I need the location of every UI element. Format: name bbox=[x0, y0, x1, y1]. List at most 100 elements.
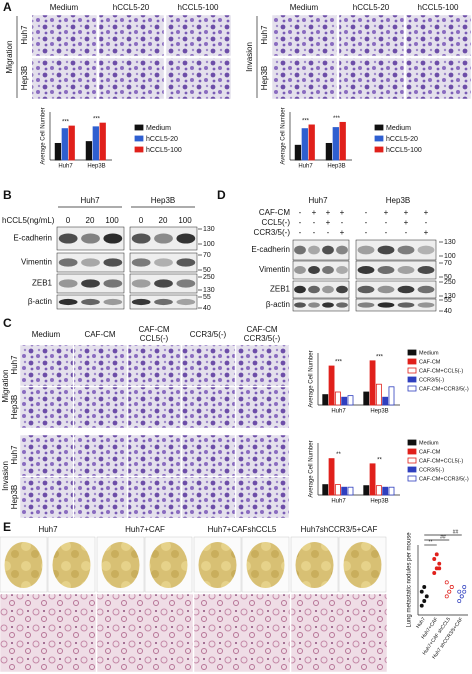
bar bbox=[85, 141, 93, 161]
micrograph bbox=[405, 57, 472, 100]
lung-lobe bbox=[52, 542, 91, 588]
blot-band bbox=[81, 233, 100, 244]
micrograph bbox=[73, 476, 128, 519]
micrograph bbox=[73, 386, 128, 429]
blot-band bbox=[294, 302, 306, 308]
lane-sign: + bbox=[424, 228, 429, 237]
data-point bbox=[437, 566, 442, 571]
blot-band bbox=[357, 266, 375, 274]
blot-band bbox=[417, 266, 435, 274]
group-label: Migration bbox=[1, 370, 10, 403]
legend-label: hCCL5-100 bbox=[146, 147, 182, 154]
blot-strip bbox=[355, 280, 437, 299]
legend-swatch bbox=[134, 146, 144, 153]
micrograph bbox=[271, 14, 338, 57]
blot-band bbox=[357, 245, 375, 255]
column-header: Medium bbox=[32, 330, 61, 339]
legend-swatch bbox=[407, 376, 417, 383]
lane-sign: - bbox=[365, 208, 368, 217]
lane-label: 100 bbox=[178, 216, 192, 225]
x-tick-label: Huh7 bbox=[331, 499, 346, 505]
legend-label: hCCL5-20 bbox=[386, 136, 418, 143]
panel-letter: E bbox=[3, 520, 11, 534]
micrograph bbox=[96, 593, 194, 673]
size-marker: 55 bbox=[203, 294, 211, 301]
legend-swatch bbox=[407, 367, 417, 374]
x-tick-label: Huh7 bbox=[331, 409, 346, 415]
lane-sign: - bbox=[405, 228, 408, 237]
row-label: Hep3B bbox=[10, 485, 19, 509]
size-marker: 40 bbox=[444, 308, 452, 315]
micrograph bbox=[19, 386, 74, 429]
group-header: Huh7+CAFshCCL5 bbox=[208, 525, 277, 534]
treatment-label: CAF-CM bbox=[259, 208, 290, 217]
lane-sign: + bbox=[340, 228, 345, 237]
bar bbox=[382, 486, 389, 496]
blot-band bbox=[336, 266, 348, 274]
protein-label: β-actin bbox=[28, 297, 52, 306]
size-marker: 50 bbox=[444, 274, 452, 281]
protein-label: Vimentin bbox=[21, 258, 52, 267]
blot-band bbox=[377, 245, 395, 255]
cell-line: Huh7 bbox=[80, 196, 100, 205]
blot-strip bbox=[292, 260, 350, 280]
protein-label: E-cadherin bbox=[13, 234, 52, 243]
row-label: Hep3B bbox=[260, 66, 269, 90]
blot-band bbox=[176, 258, 196, 267]
row-label: Hep3B bbox=[10, 395, 19, 419]
blot-band bbox=[336, 245, 348, 255]
cell-line: Hep3B bbox=[151, 196, 175, 205]
micrograph bbox=[31, 14, 98, 57]
group-label: Invasion bbox=[245, 42, 254, 72]
micrograph bbox=[181, 434, 236, 477]
legend-swatch bbox=[407, 349, 417, 356]
lane-sign: + bbox=[404, 208, 409, 217]
legend-swatch bbox=[134, 124, 144, 131]
micrograph bbox=[181, 344, 236, 387]
protein-label: E-cadherin bbox=[251, 245, 290, 254]
lane-sign: - bbox=[385, 228, 388, 237]
column-header: CAF-CM bbox=[246, 325, 277, 334]
data-point bbox=[449, 585, 454, 589]
blot-strip bbox=[355, 239, 437, 261]
blot-band bbox=[131, 258, 151, 267]
lung-lobe bbox=[4, 542, 43, 588]
protein-label: ZEB1 bbox=[270, 285, 291, 294]
blot-band bbox=[417, 245, 435, 255]
legend-swatch bbox=[134, 135, 144, 142]
legend-swatch bbox=[407, 439, 417, 446]
legend-label: CAF-CM+CCL5(-) bbox=[419, 458, 463, 464]
group-header: Huh7 bbox=[38, 525, 58, 534]
legend-swatch bbox=[374, 124, 384, 131]
micrograph bbox=[19, 344, 74, 387]
bar bbox=[388, 386, 395, 406]
bar bbox=[322, 484, 329, 496]
treatment-label: CCL5(-) bbox=[262, 218, 291, 227]
blot-band bbox=[397, 245, 415, 255]
y-axis-label: Average Cell Number bbox=[41, 107, 47, 164]
micrograph bbox=[19, 434, 74, 477]
data-point bbox=[434, 552, 439, 557]
blot-band bbox=[154, 258, 173, 267]
data-point bbox=[432, 557, 437, 561]
panel-letter: B bbox=[3, 188, 12, 202]
column-header: hCCL5-100 bbox=[418, 3, 459, 12]
blot-band bbox=[103, 279, 123, 288]
y-axis-label: Average Cell Number bbox=[309, 350, 315, 407]
column-header: CAF-CM bbox=[138, 325, 169, 334]
micrograph bbox=[19, 476, 74, 519]
legend-label: CCR3/5(-) bbox=[419, 467, 444, 473]
blot-band bbox=[357, 302, 375, 308]
legend-label: CCR3/5(-) bbox=[419, 377, 444, 383]
data-point bbox=[432, 571, 437, 575]
row-label: Huh7 bbox=[20, 25, 29, 45]
lane-sign: - bbox=[425, 218, 428, 227]
blot-band bbox=[322, 266, 334, 274]
size-marker: 40 bbox=[203, 305, 211, 312]
legend-swatch bbox=[407, 358, 417, 365]
size-marker: 130 bbox=[203, 226, 215, 233]
group-header: Huh7shCCR3/5+CAF bbox=[301, 525, 378, 534]
blot-band bbox=[397, 266, 415, 274]
lung-lobe bbox=[149, 542, 188, 588]
column-header: CCR3/5(-) bbox=[244, 334, 281, 343]
